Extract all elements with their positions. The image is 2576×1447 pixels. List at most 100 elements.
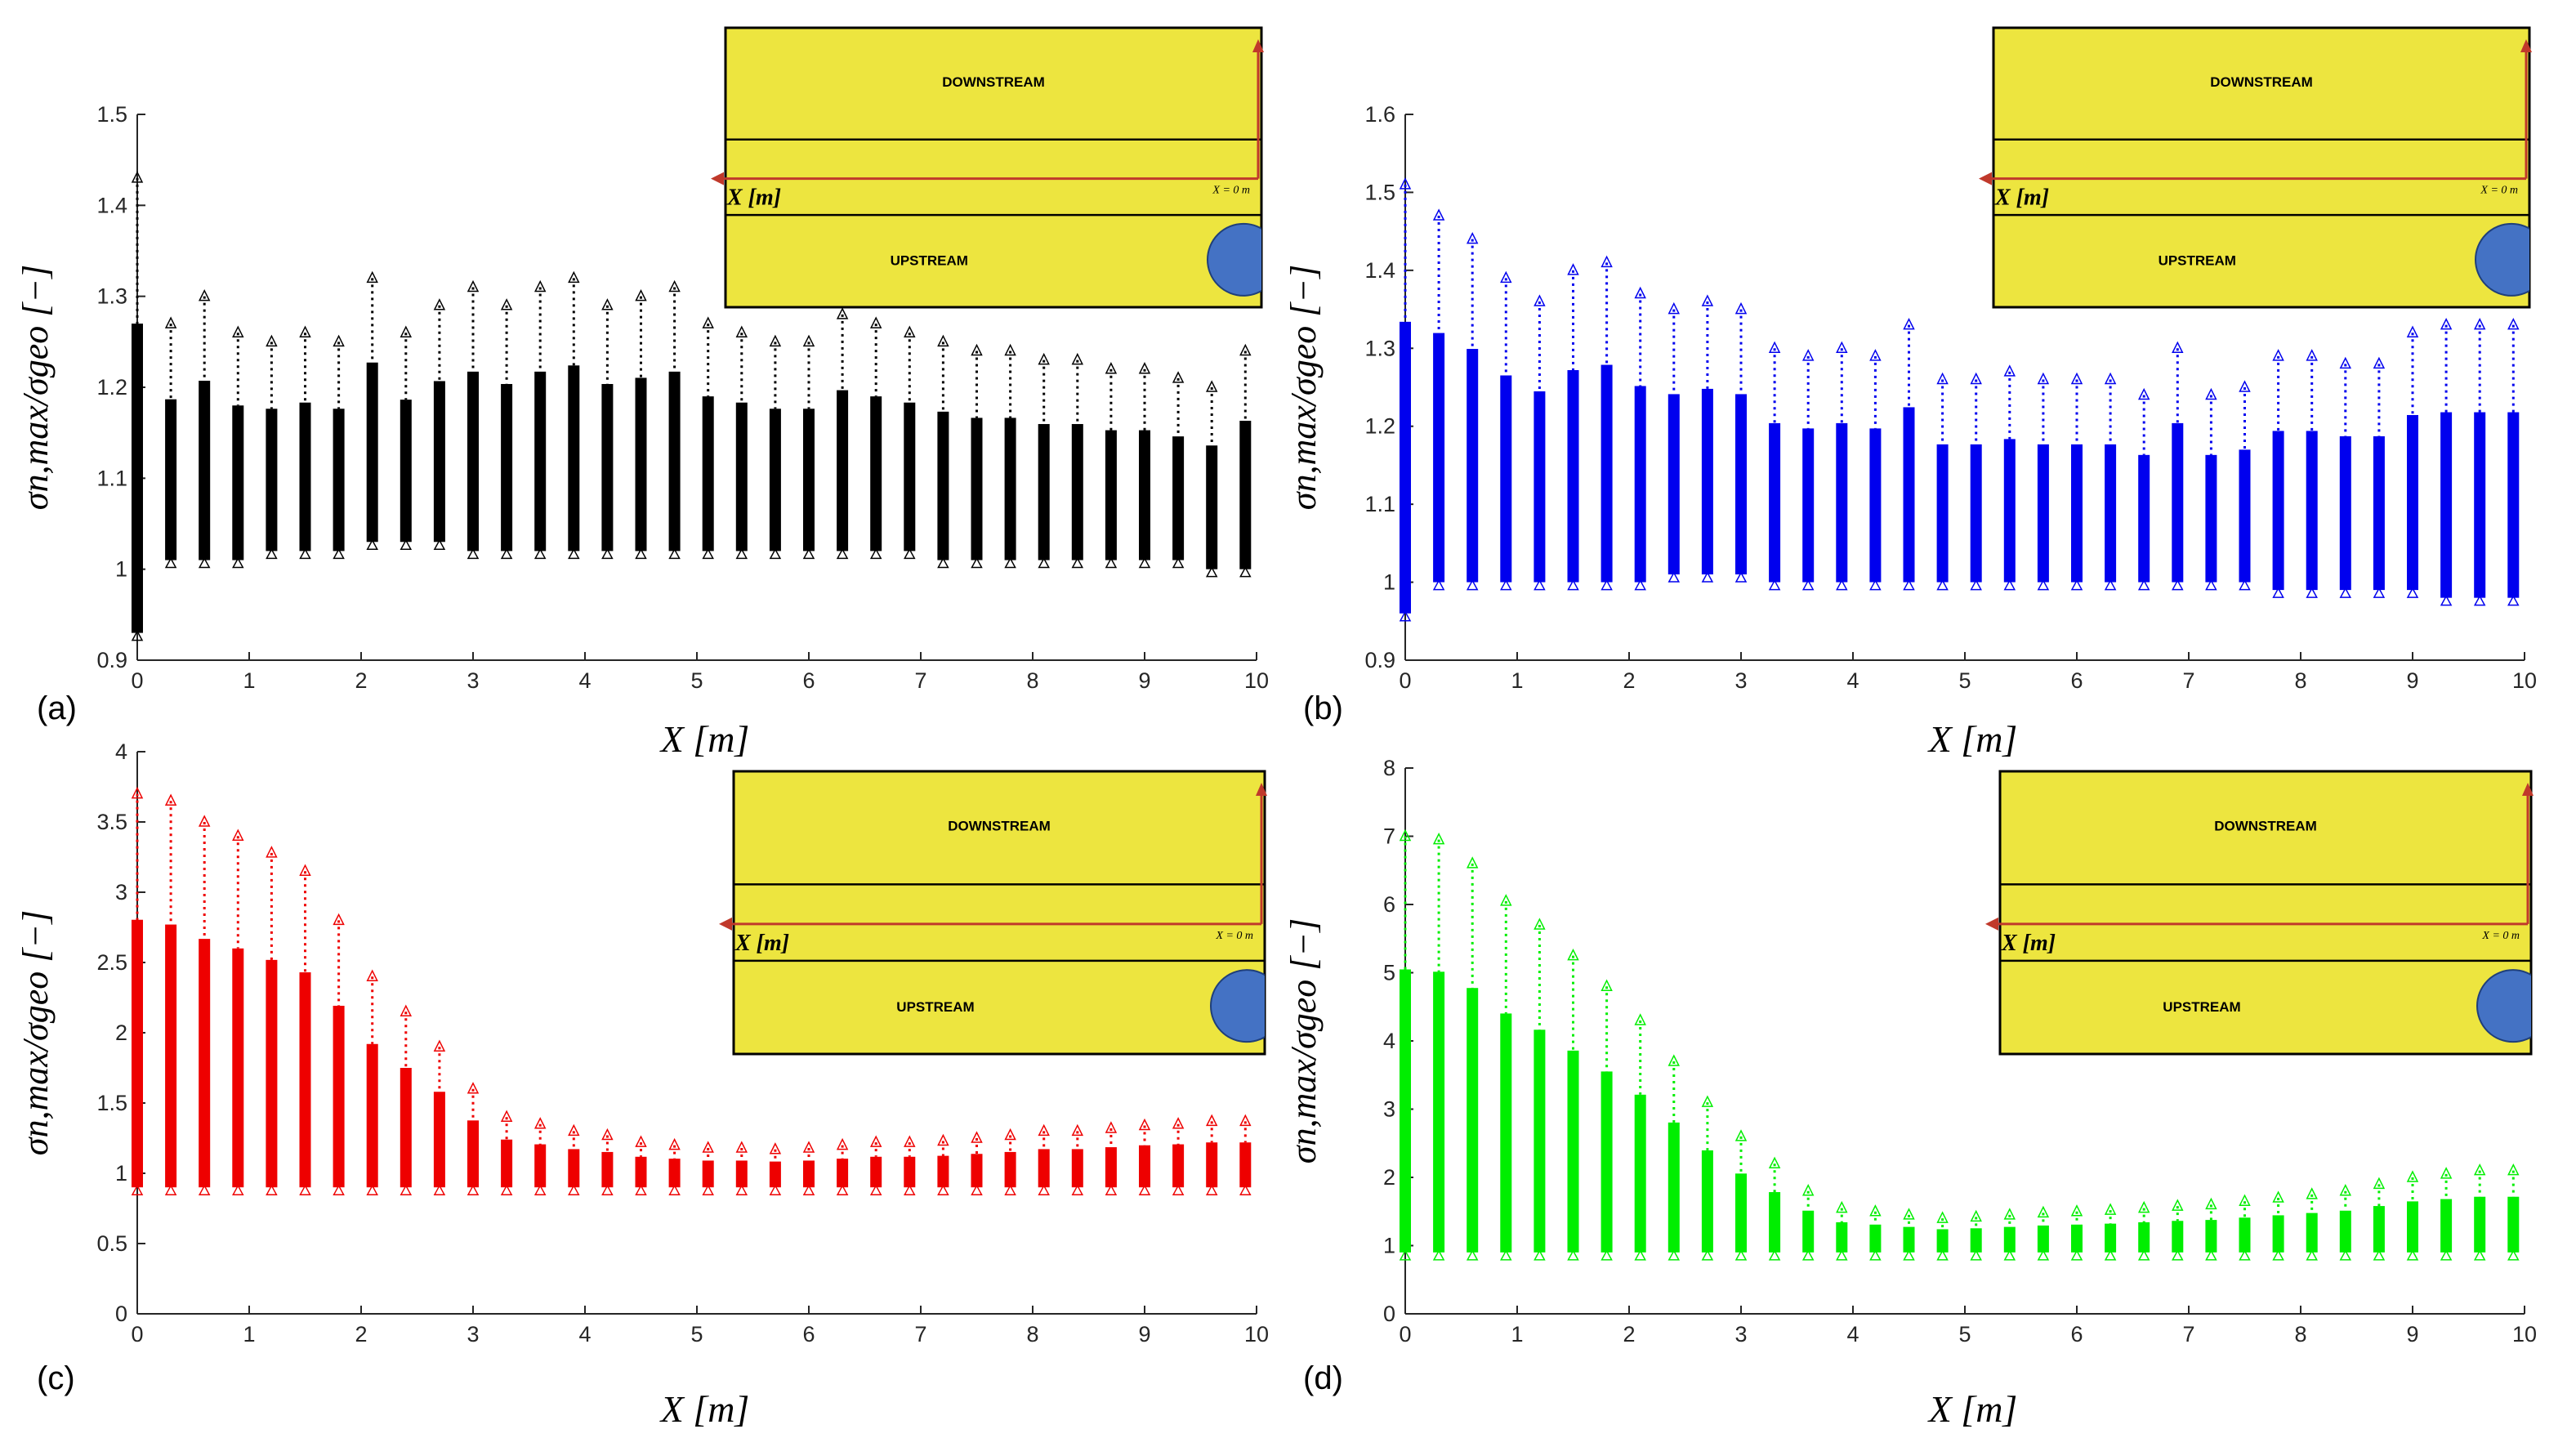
data-column bbox=[367, 272, 378, 549]
data-column-body bbox=[870, 396, 882, 551]
data-column-body bbox=[1005, 418, 1016, 560]
origin-label: X = 0 m bbox=[1212, 185, 1250, 197]
data-column bbox=[1534, 919, 1545, 1260]
tunnel-circle bbox=[2476, 224, 2547, 296]
x-tick-label: 0 bbox=[1399, 1322, 1411, 1347]
data-point-max bbox=[1971, 1211, 1981, 1221]
data-point-max bbox=[1971, 373, 1981, 383]
data-point-max bbox=[2105, 373, 2115, 383]
data-column-body bbox=[601, 1152, 613, 1187]
data-column-body bbox=[333, 409, 345, 551]
data-point-max bbox=[1073, 355, 1083, 364]
x-tick-label: 4 bbox=[578, 1322, 591, 1347]
data-column bbox=[803, 1142, 815, 1195]
data-point-max bbox=[2374, 1178, 2384, 1188]
data-column bbox=[904, 1137, 915, 1195]
data-column-body bbox=[534, 1145, 546, 1188]
data-column-body bbox=[2474, 1197, 2485, 1253]
data-point-max bbox=[1870, 1206, 1880, 1216]
data-column-body bbox=[367, 363, 378, 543]
data-column bbox=[1836, 1203, 1847, 1260]
x-tick-label: 7 bbox=[2182, 668, 2194, 693]
data-column bbox=[1534, 296, 1545, 590]
data-column bbox=[1702, 296, 1713, 582]
data-column bbox=[2440, 319, 2452, 605]
data-column bbox=[1568, 950, 1579, 1260]
data-column-body bbox=[1500, 375, 1511, 582]
inset-frame bbox=[725, 28, 1261, 307]
data-column bbox=[1937, 373, 1949, 589]
data-column-body bbox=[300, 403, 311, 552]
data-point-max bbox=[1736, 304, 1746, 314]
data-column bbox=[2407, 327, 2418, 597]
data-column bbox=[703, 318, 714, 558]
data-column-body bbox=[199, 939, 210, 1187]
data-point-max bbox=[1434, 210, 1444, 220]
data-column-body bbox=[971, 1154, 983, 1187]
data-column-body bbox=[1635, 386, 1646, 582]
data-point-max bbox=[1073, 1125, 1083, 1135]
data-column bbox=[2239, 382, 2251, 590]
data-point-max bbox=[703, 318, 713, 328]
data-column-body bbox=[2306, 431, 2318, 590]
data-point-max bbox=[2072, 373, 2082, 383]
x-tick-label: 6 bbox=[2070, 1322, 2083, 1347]
data-column-body bbox=[1105, 1147, 1117, 1187]
data-point-max bbox=[2374, 358, 2384, 368]
data-column bbox=[2273, 1192, 2284, 1260]
data-point-max bbox=[904, 1137, 914, 1146]
y-tick-label: 7 bbox=[1383, 824, 1395, 849]
y-axis-label: σn,max/σgeo [−] bbox=[1284, 265, 1324, 510]
data-column-body bbox=[1139, 1146, 1150, 1187]
y-tick-label: 3 bbox=[1383, 1097, 1395, 1122]
data-column bbox=[937, 336, 949, 567]
x-tick-label: 5 bbox=[1958, 668, 1971, 693]
y-tick-label: 1.5 bbox=[96, 102, 127, 127]
data-column bbox=[1971, 373, 1982, 589]
data-point-max bbox=[770, 336, 780, 346]
y-tick-label: 3 bbox=[115, 880, 127, 904]
data-point-max bbox=[2240, 1195, 2250, 1205]
y-tick-label: 1 bbox=[1383, 570, 1395, 595]
data-point-max bbox=[1636, 1015, 1645, 1025]
data-column bbox=[467, 1083, 479, 1195]
data-point-max bbox=[1938, 373, 1948, 383]
data-column-body bbox=[1467, 349, 1478, 583]
data-column bbox=[1433, 834, 1444, 1260]
data-point-max bbox=[1106, 1123, 1116, 1132]
data-column-body bbox=[870, 1157, 882, 1187]
data-column-body bbox=[1971, 444, 1982, 583]
data-column-body bbox=[568, 365, 579, 551]
y-tick-label: 8 bbox=[1383, 756, 1395, 780]
data-column-body bbox=[1206, 1142, 1217, 1187]
x-arrow-head bbox=[719, 918, 732, 931]
data-point-max bbox=[569, 272, 578, 282]
data-point-max bbox=[2441, 1168, 2451, 1178]
x-tick-label: 5 bbox=[690, 668, 703, 693]
data-column bbox=[1735, 304, 1747, 582]
data-column bbox=[2004, 366, 2016, 590]
data-column bbox=[904, 327, 915, 558]
data-column bbox=[1601, 980, 1613, 1260]
data-column bbox=[2138, 1203, 2150, 1260]
data-column bbox=[534, 282, 546, 559]
data-column-body bbox=[1802, 428, 1814, 582]
data-point-max bbox=[2240, 382, 2250, 391]
data-point-max bbox=[1501, 895, 1511, 905]
data-column-body bbox=[1568, 370, 1579, 583]
x-tick-label: 10 bbox=[1244, 1322, 1269, 1347]
y-tick-label: 1.4 bbox=[96, 193, 127, 217]
data-column bbox=[300, 327, 311, 558]
data-point-max bbox=[1636, 288, 1645, 297]
data-column-body bbox=[1038, 1149, 1050, 1187]
data-column-body bbox=[770, 409, 781, 551]
data-point-max bbox=[166, 318, 176, 328]
data-point-max bbox=[2005, 366, 2015, 376]
data-column bbox=[1904, 319, 1915, 590]
panel-label: (a) bbox=[37, 690, 77, 726]
panel-label: (d) bbox=[1303, 1360, 1343, 1396]
data-point-max bbox=[266, 336, 276, 346]
y-tick-label: 1.1 bbox=[1364, 492, 1395, 516]
data-column-body bbox=[568, 1149, 579, 1187]
data-column bbox=[199, 291, 210, 568]
